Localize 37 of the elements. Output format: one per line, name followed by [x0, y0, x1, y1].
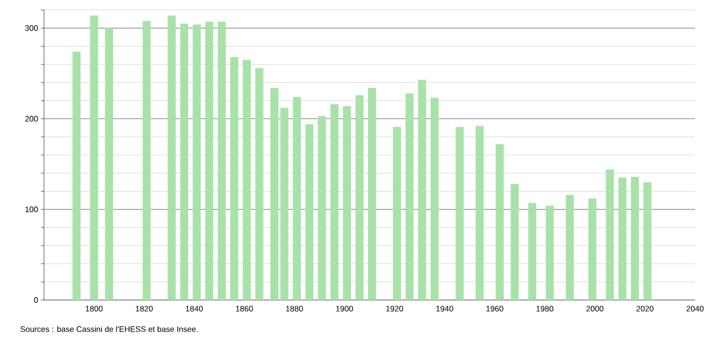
- bar: [218, 22, 226, 300]
- bar: [528, 203, 536, 300]
- bar: [643, 182, 652, 300]
- bar: [355, 95, 364, 300]
- bar: [368, 88, 376, 300]
- bar: [280, 108, 288, 300]
- bar: [255, 68, 264, 300]
- bar: [105, 28, 114, 300]
- bar: [330, 104, 338, 300]
- bar: [270, 88, 278, 300]
- bar: [72, 52, 81, 300]
- bar: [618, 178, 626, 300]
- bar: [418, 80, 426, 300]
- bar: [476, 126, 484, 300]
- bar: [393, 126, 402, 300]
- bar: [496, 144, 504, 300]
- bar: [566, 194, 574, 300]
- bar: [456, 126, 464, 300]
- bar: [406, 93, 414, 300]
- bar: [180, 24, 188, 300]
- bar: [168, 15, 176, 300]
- bar: [192, 24, 201, 300]
- bar: [305, 124, 314, 300]
- bar: [546, 206, 554, 300]
- bar: [342, 106, 351, 300]
- bar: [588, 198, 596, 300]
- bar: [430, 98, 439, 300]
- bar: [230, 57, 238, 300]
- bar: [205, 22, 214, 300]
- bar: [90, 15, 98, 300]
- bar: [292, 97, 301, 300]
- bar: [142, 20, 151, 300]
- bar: [630, 176, 639, 300]
- bar: [242, 60, 251, 300]
- bar: [318, 116, 326, 300]
- bar: [606, 170, 614, 300]
- bar: [510, 184, 519, 300]
